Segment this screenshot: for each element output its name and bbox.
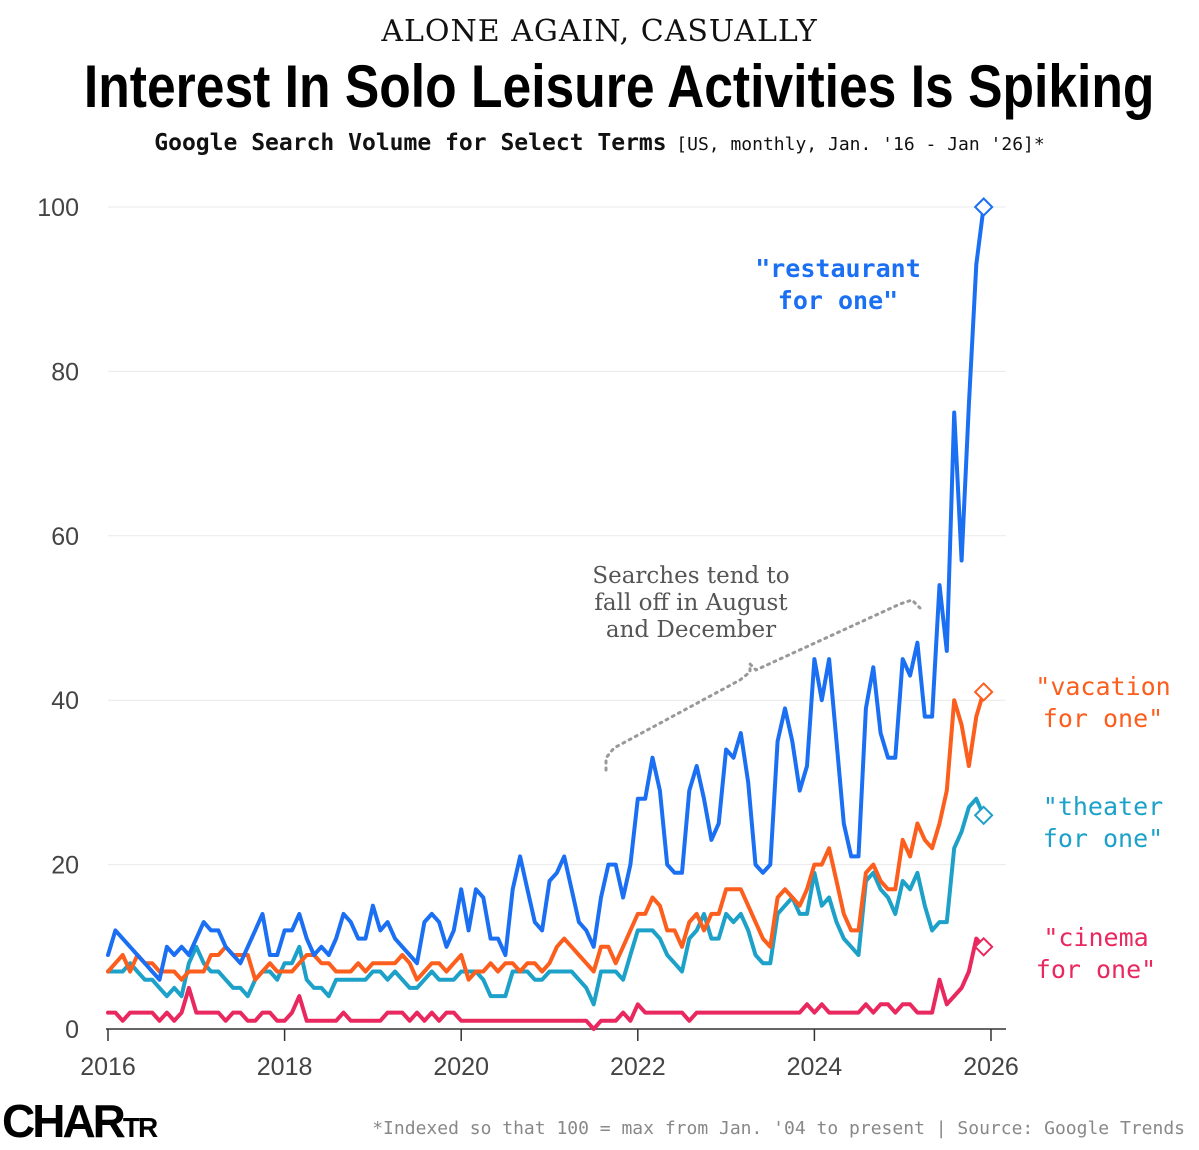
x-tick-label: 2016 (80, 1053, 136, 1081)
series-group (106, 197, 994, 1031)
gridlines (108, 206, 1006, 866)
series-label-vacation: "vacation (1035, 672, 1170, 701)
x-tick-label: 2026 (963, 1053, 1019, 1081)
subtitle-detail: [US, monthly, Jan. '16 - Jan '26]* (676, 134, 1045, 155)
annotation-bracket (604, 598, 922, 772)
series-label-restaurant: "restaurant (755, 254, 921, 283)
y-tick-label: 0 (65, 1016, 79, 1044)
y-tick-label: 20 (51, 852, 79, 880)
subtitle-main: Google Search Volume for Select Terms (154, 130, 667, 156)
logo-small-text: TR (122, 1112, 158, 1143)
x-axis: 2016 2018 2020 2022 2024 2026 (80, 1028, 1019, 1081)
series-line-theater (106, 796, 986, 1007)
chartr-logo: CHARTR (2, 1094, 158, 1148)
x-tick-label: 2018 (257, 1053, 313, 1081)
annotation-line-2: fall off in August (594, 590, 788, 616)
chart-subtitle: Google Search Volume for Select Terms [U… (0, 130, 1199, 156)
y-axis: 0 20 40 60 80 100 (37, 194, 79, 1044)
x-tick-label: 2024 (787, 1053, 843, 1081)
chart-title: Interest In Solo Leisure Activities Is S… (83, 53, 1155, 120)
y-tick-label: 40 (51, 687, 79, 715)
x-tick-label: 2022 (610, 1053, 666, 1081)
series-label-cinema: "cinema (1043, 923, 1148, 952)
annotation-line-1: Searches tend to (592, 563, 789, 589)
series-line-cinema (106, 936, 986, 1031)
logo-big-text: CHAR (2, 1095, 126, 1147)
annotation-line-3: and December (606, 617, 776, 643)
series-label-cinema: for one" (1036, 955, 1156, 984)
y-tick-label: 60 (51, 523, 79, 551)
x-tick-label: 2020 (433, 1053, 489, 1081)
end-marker-cinema (973, 936, 994, 957)
end-marker-vacation (973, 682, 994, 702)
source-footnote: *Indexed so that 100 = max from Jan. '04… (372, 1118, 1185, 1139)
series-label-vacation: for one" (1043, 704, 1163, 733)
series-labels: "restaurant for one" "vacation for one" "the… (755, 254, 1171, 984)
series-line-restaurant (106, 205, 986, 982)
chart-kicker: ALONE AGAIN, CASUALLY (381, 14, 818, 49)
annotation: Searches tend to fall off in August and … (592, 563, 922, 772)
series-label-theater: for one" (1043, 824, 1163, 853)
y-tick-label: 100 (37, 194, 79, 222)
series-label-restaurant: for one" (778, 286, 898, 315)
series-label-theater: "theater (1043, 792, 1163, 821)
end-marker-theater (973, 805, 994, 826)
series-line-vacation (106, 690, 986, 982)
y-tick-label: 80 (51, 358, 79, 386)
end-marker-restaurant (973, 197, 994, 217)
